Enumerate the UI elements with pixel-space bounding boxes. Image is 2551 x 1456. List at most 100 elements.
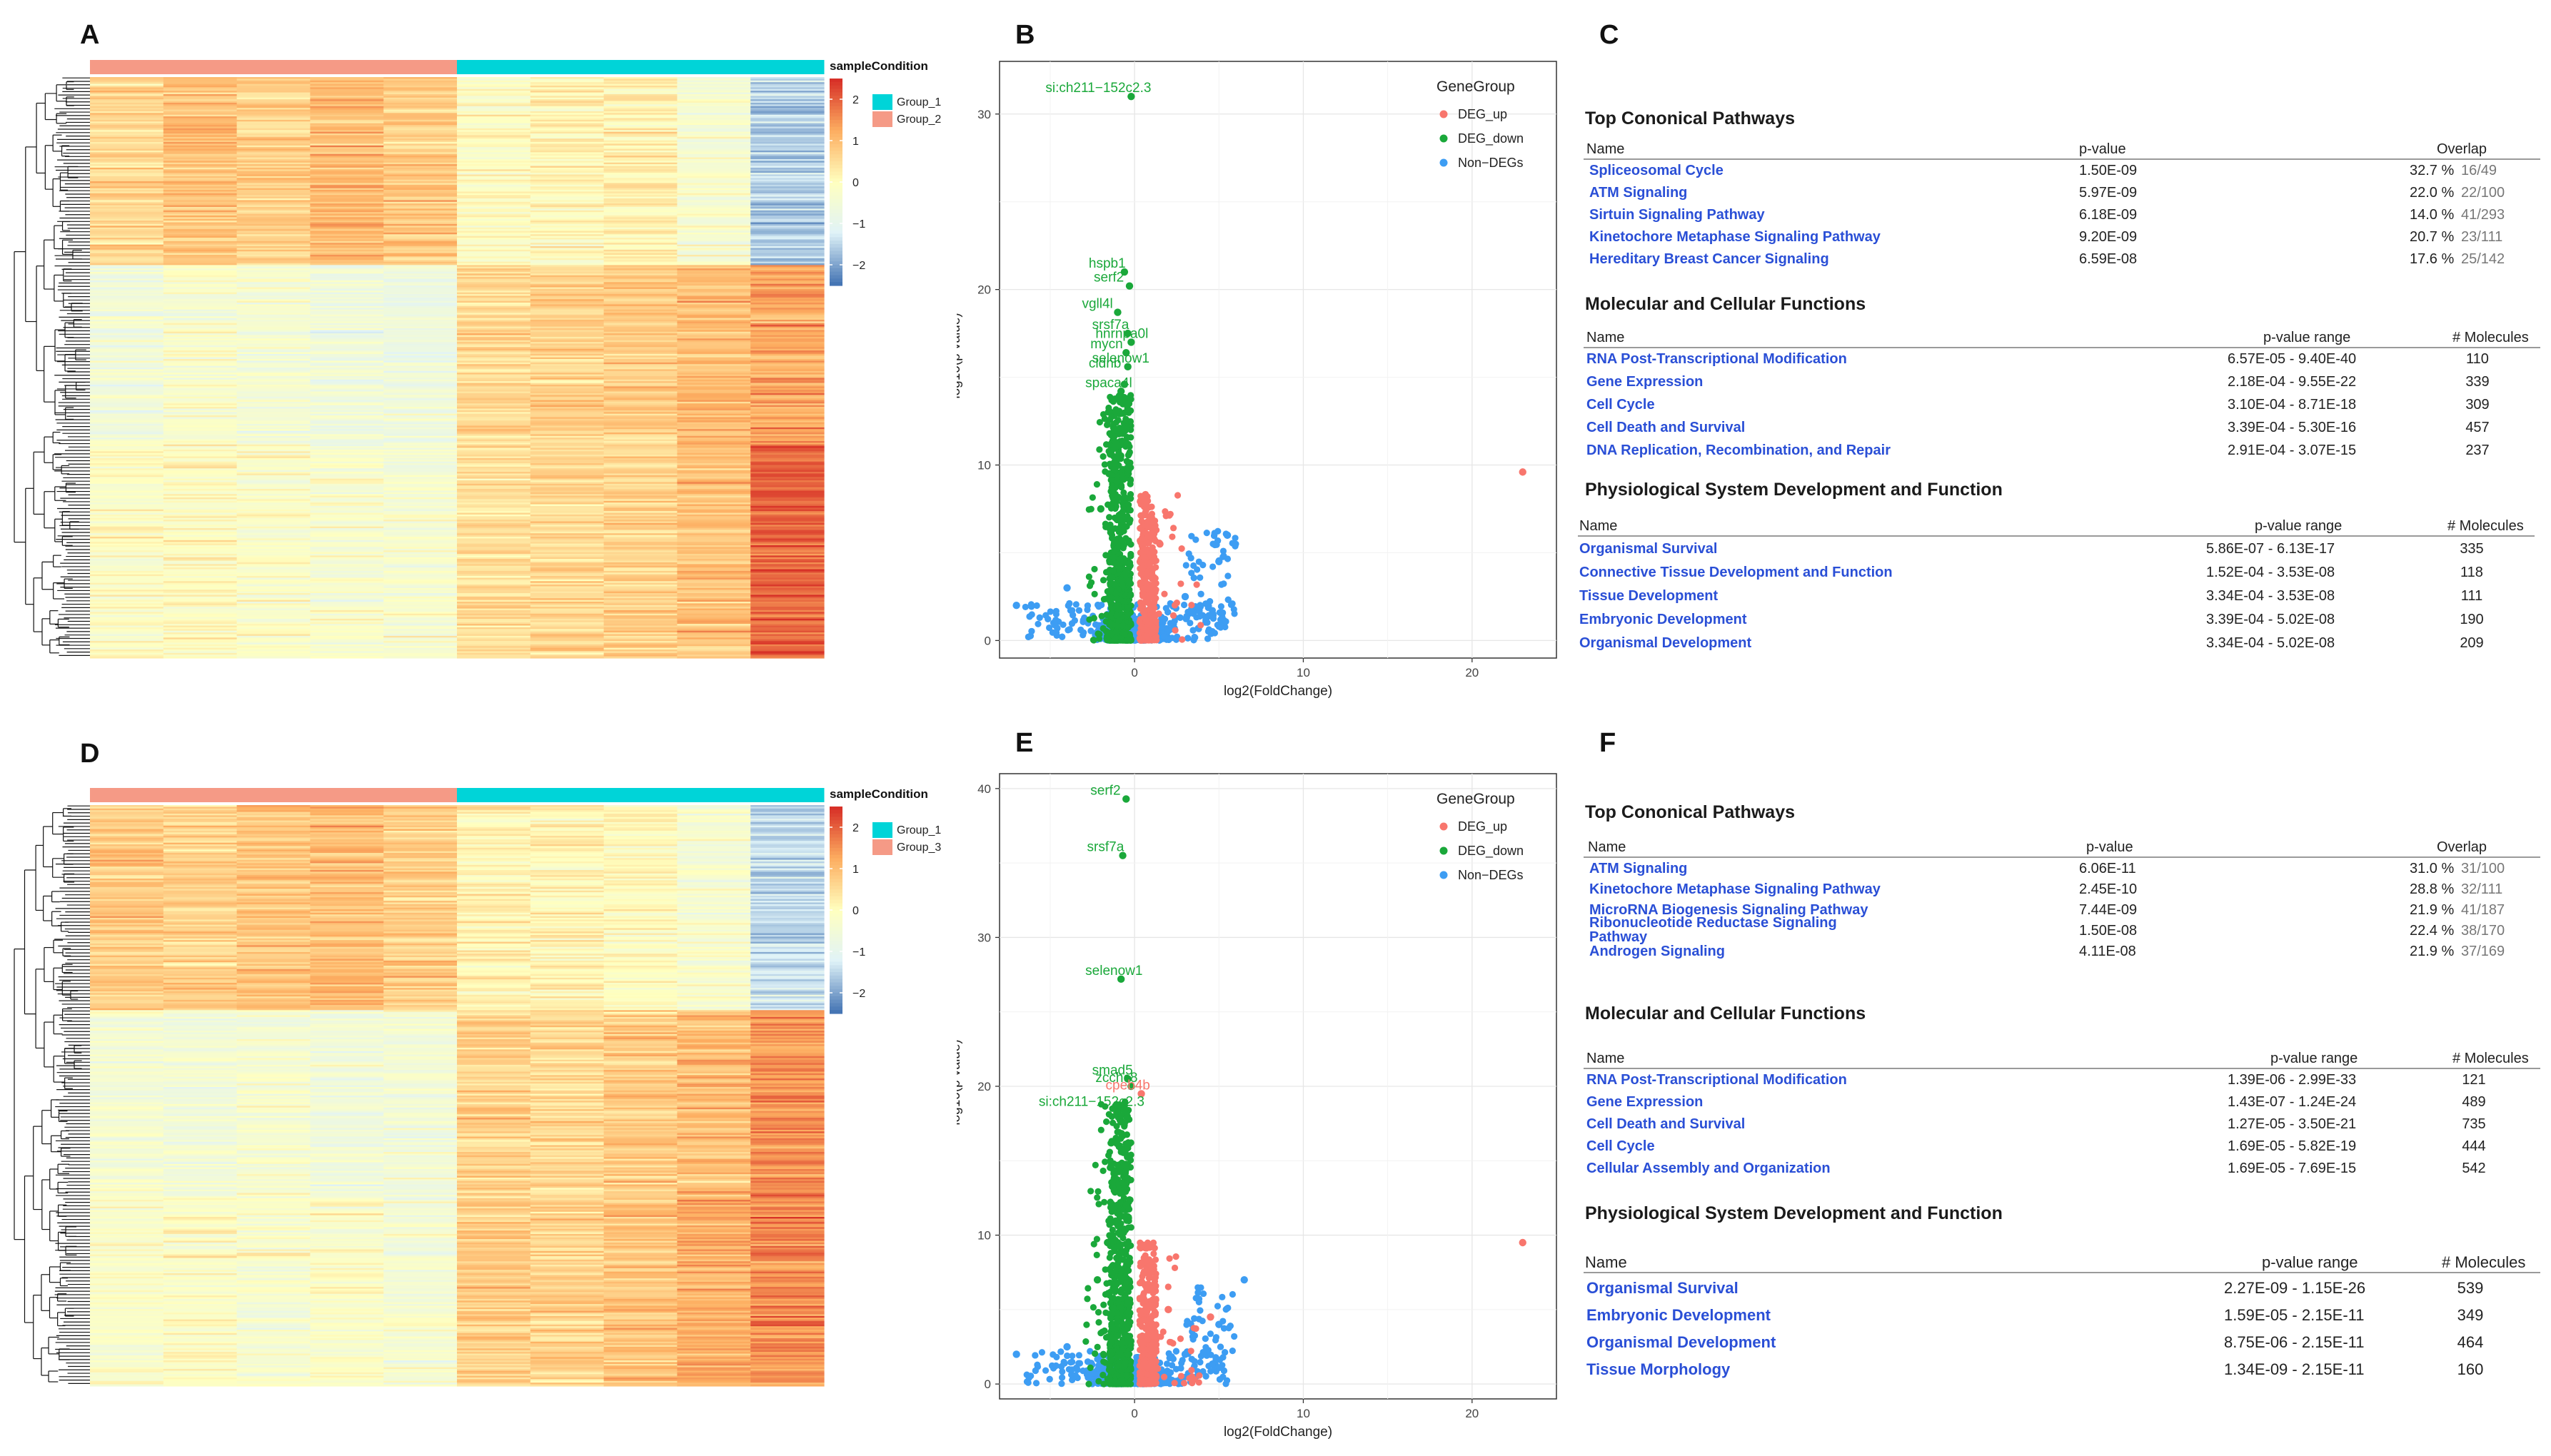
heatmap-cell (163, 330, 238, 333)
heatmap-cell (603, 521, 678, 524)
heatmap-cell (603, 77, 678, 79)
heatmap-cell (677, 206, 751, 209)
heatmap-cell (90, 598, 164, 601)
heatmap-cell (163, 164, 238, 167)
heatmap-cell (163, 210, 238, 213)
heatmap-cell (310, 984, 384, 987)
heatmap-cell (383, 482, 458, 485)
heatmap-cell (457, 512, 531, 515)
heatmap-cell (677, 463, 751, 466)
heatmap-cell (677, 342, 751, 345)
heatmap-cell (530, 176, 605, 178)
heatmap-cell (677, 972, 751, 975)
heatmap-cell (90, 540, 164, 542)
heatmap-cell (236, 988, 311, 991)
heatmap-cell (90, 89, 164, 91)
heatmap-cell (236, 326, 311, 329)
heatmap-cell (603, 190, 678, 193)
heatmap-cell (310, 878, 384, 881)
heatmap-cell (310, 313, 384, 315)
heatmap-cell (383, 400, 458, 403)
heatmap-cell (750, 943, 825, 946)
heatmap-cell (530, 520, 605, 522)
heatmap-cell (457, 164, 531, 167)
heatmap-cell (677, 504, 751, 507)
heatmap-cell (750, 393, 825, 395)
heatmap-cell (750, 574, 825, 577)
heatmap-cell (90, 960, 164, 963)
heatmap-cell (750, 637, 825, 640)
heatmap-cell (236, 360, 311, 363)
heatmap-cell (90, 969, 164, 971)
heatmap-cell (310, 109, 384, 112)
heatmap-cell (163, 138, 238, 141)
heatmap-cell (457, 208, 531, 211)
heatmap-cell (603, 102, 678, 105)
heatmap-cell (383, 480, 458, 483)
heatmap-cell (457, 384, 531, 387)
heatmap-cell (457, 153, 531, 156)
heatmap-cell (603, 819, 678, 821)
heatmap-cell (236, 497, 311, 500)
heatmap-cell (603, 923, 678, 926)
heatmap-cell (236, 374, 311, 377)
heatmap-cell (677, 331, 751, 334)
heatmap-cell (236, 373, 311, 375)
heatmap-cell (383, 285, 458, 288)
heatmap-cell (163, 391, 238, 394)
heatmap-cell (383, 889, 458, 891)
heatmap-cell (457, 993, 531, 996)
heatmap-cell (457, 478, 531, 481)
heatmap-cell (310, 218, 384, 221)
heatmap-cell (383, 403, 458, 406)
heatmap-cell (677, 911, 751, 914)
heatmap-cell (310, 644, 384, 647)
heatmap-cell (677, 813, 751, 816)
heatmap-cell (530, 333, 605, 336)
colorbar-segment (830, 199, 842, 203)
heatmap-cell (530, 946, 605, 949)
heatmap-cell (310, 352, 384, 355)
heatmap-cell (677, 901, 751, 904)
heatmap-cell (603, 313, 678, 315)
heatmap-cell (677, 547, 751, 550)
heatmap-cell (457, 325, 531, 328)
heatmap-cell (236, 352, 311, 355)
heatmap-cell (530, 881, 605, 884)
heatmap-cell (163, 649, 238, 652)
heatmap-cell (236, 345, 311, 348)
heatmap-cell (163, 308, 238, 310)
heatmap-cell (90, 837, 164, 840)
heatmap-cell (457, 226, 531, 228)
heatmap-cell (677, 448, 751, 450)
heatmap-cell (236, 880, 311, 883)
heatmap-cell (90, 530, 164, 532)
heatmap-cell (750, 521, 825, 524)
heatmap-cell (236, 899, 311, 901)
heatmap-cell (677, 128, 751, 131)
heatmap-cell (383, 639, 458, 642)
heatmap-cell (530, 91, 605, 93)
heatmap-cell (750, 253, 825, 256)
heatmap-cell (163, 550, 238, 553)
heatmap-cell (530, 455, 605, 457)
heatmap-cell (603, 299, 678, 302)
heatmap-cell (163, 375, 238, 378)
heatmap-cell (750, 457, 825, 460)
heatmap-cell (750, 581, 825, 584)
heatmap-cell (383, 208, 458, 211)
heatmap-cell (603, 378, 678, 380)
heatmap-cell (677, 456, 751, 459)
heatmap-cell (530, 362, 605, 365)
heatmap-cell (750, 610, 825, 612)
colorbar-segment (830, 226, 842, 231)
heatmap-cell (383, 292, 458, 295)
heatmap-cell (90, 901, 164, 904)
heatmap-cell (603, 601, 678, 604)
heatmap-cell (457, 876, 531, 879)
heatmap-cell (603, 505, 678, 508)
heatmap-cell (383, 620, 458, 623)
heatmap-cell (603, 109, 678, 112)
heatmap-cell (603, 517, 678, 520)
heatmap-cell (457, 547, 531, 550)
